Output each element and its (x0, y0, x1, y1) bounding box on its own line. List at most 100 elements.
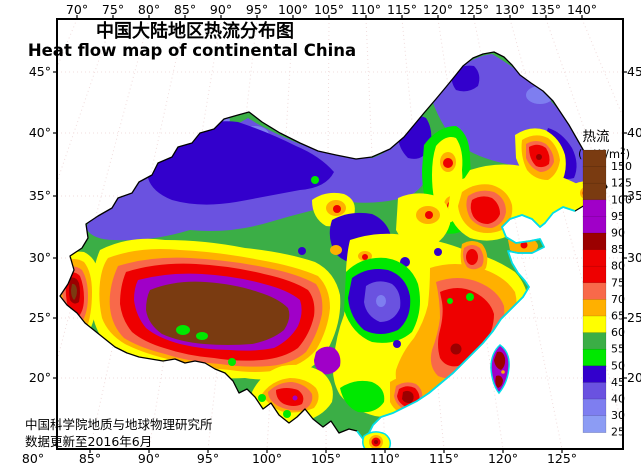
contour-region (402, 390, 414, 404)
contour-region (520, 241, 528, 249)
contour-region (314, 346, 341, 375)
top-axis-label: 125° (459, 2, 489, 17)
taiwan-island (490, 344, 510, 395)
bottom-axis-label: 110° (370, 451, 400, 466)
legend-tick-label: 125 (611, 177, 632, 190)
legend-color-band (582, 382, 607, 400)
top-axis-label: 75° (102, 2, 124, 17)
bottom-axis-label: 115° (429, 451, 459, 466)
contour-region (96, 139, 139, 169)
right-axis-latitude: 45° 40° 35° 30° 25° 20° (623, 64, 641, 385)
contour-region (434, 248, 442, 256)
map-plot-area (59, 51, 608, 449)
legend-color-band (582, 249, 607, 267)
contour-region (148, 121, 334, 205)
top-axis-label: 100° (278, 2, 308, 17)
map-title-chinese: 中国大陆地区热流分布图 (96, 20, 294, 42)
legend-tick-label: 25 (611, 426, 625, 439)
left-axis-label: 30° (29, 250, 51, 265)
coastline (356, 206, 576, 440)
left-axis-label: 45° (29, 64, 51, 79)
legend-tick-labels: 150 125 100 95 90 85 80 75 70 65 60 55 50 45 40 30 25 (611, 160, 632, 439)
heatflow-legend: 热流 (mW/m2) 15012510095908580757065605550… (578, 129, 632, 439)
contour-region (451, 65, 480, 92)
top-axis-label: 85° (174, 2, 196, 17)
legend-color-band (582, 199, 607, 218)
map-title-english: Heat flow map of continental China (28, 41, 356, 60)
contour-region (283, 410, 291, 418)
legend-color-band (582, 415, 607, 433)
legend-tick-label: 95 (611, 210, 625, 223)
top-axis-label: 120° (423, 2, 453, 17)
legend-tick-label: 80 (611, 260, 625, 273)
legend-color-band (582, 182, 607, 201)
legend-color-band (582, 232, 607, 251)
legend-colorbar (582, 149, 607, 433)
bottom-axis-label: 95° (197, 451, 219, 466)
top-axis-label: 135° (531, 2, 561, 17)
left-axis-label: 35° (29, 188, 51, 203)
contour-region (228, 358, 236, 366)
contour-region (292, 395, 298, 401)
left-axis-label: 40° (29, 125, 51, 140)
contour-region (333, 205, 341, 213)
right-axis-label: 30° (627, 250, 641, 265)
legend-tick-label: 70 (611, 293, 625, 306)
legend-color-band (582, 166, 607, 184)
top-axis-label: 80° (138, 2, 160, 17)
bottom-axis-longitude: 80° 85° 90° 95° 100° 105° 110° 115° 120° 125° (22, 449, 577, 466)
right-axis-label: 20° (627, 370, 641, 385)
credit-institute: 中国科学院地质与地球物理研究所 (25, 417, 213, 432)
bottom-axis-label: 100° (252, 451, 282, 466)
top-axis-label: 95° (246, 2, 268, 17)
contour-region (393, 340, 401, 348)
contour-region (536, 154, 542, 160)
legend-color-band (582, 332, 607, 350)
contour-region (376, 295, 386, 307)
contour-region (276, 388, 304, 406)
legend-color-band (582, 282, 607, 301)
contour-region (447, 298, 453, 304)
legend-tick-label: 85 (611, 243, 625, 256)
legend-tick-label: 150 (611, 160, 632, 173)
legend-tick-label: 30 (611, 409, 625, 422)
bottom-axis-label: 80° (22, 451, 44, 466)
left-axis-label: 20° (29, 370, 51, 385)
top-axis-label: 110° (351, 2, 381, 17)
legend-tick-label: 90 (611, 227, 625, 240)
right-axis-label: 40° (627, 125, 641, 140)
legend-tick-label: 60 (611, 326, 625, 339)
contour-region (466, 249, 478, 265)
bottom-axis-label: 105° (311, 451, 341, 466)
top-axis-label: 105° (314, 2, 344, 17)
bottom-axis-label: 120° (488, 451, 518, 466)
legend-color-band (582, 216, 607, 234)
legend-color-band (582, 265, 607, 284)
contour-region (396, 410, 429, 428)
contour-region (340, 380, 385, 413)
top-axis-label: 90° (210, 2, 232, 17)
contour-region (450, 343, 462, 355)
bottom-axis-label: 125° (547, 451, 577, 466)
legend-color-band (582, 149, 607, 168)
contour-region (176, 325, 190, 335)
graticule-meridian (148, 19, 222, 449)
top-axis-label: 70° (66, 2, 88, 17)
map-frame (56, 18, 624, 450)
contour-region (71, 283, 77, 300)
left-axis-label: 25° (29, 310, 51, 325)
legend-color-band (582, 365, 607, 384)
contour-region (330, 245, 342, 255)
legend-tick-label: 65 (611, 310, 625, 323)
legend-tick-label: 40 (611, 393, 625, 406)
contour-region (187, 115, 197, 125)
legend-tick-label: 45 (611, 376, 625, 389)
legend-color-band (582, 299, 607, 317)
contour-region (258, 394, 266, 402)
contour-region (466, 293, 474, 301)
contour-region (311, 176, 319, 184)
legend-tick-label: 55 (611, 343, 625, 356)
legend-tick-label: 100 (611, 193, 632, 206)
